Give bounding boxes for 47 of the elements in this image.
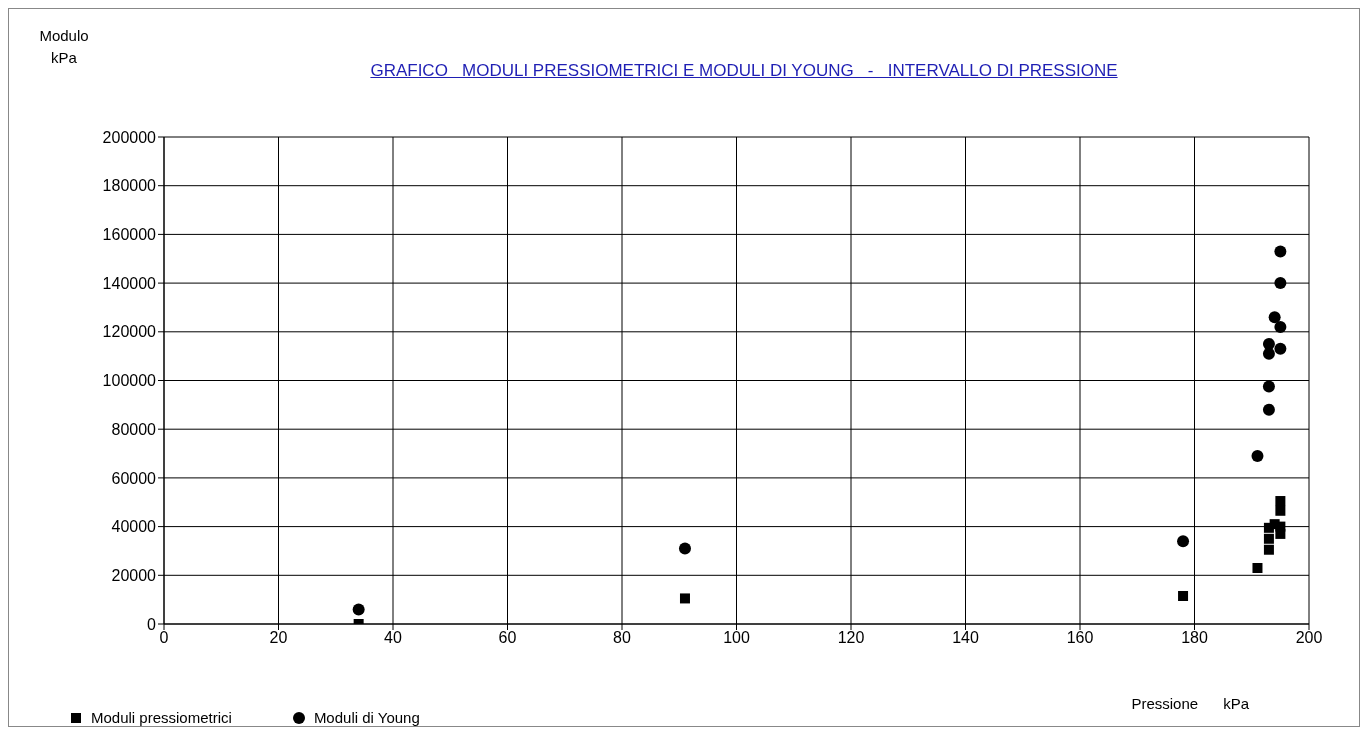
point [1274,245,1287,258]
x-tick-label: 80 [613,629,631,647]
y-tick-label: 40000 [111,518,157,536]
y-tick-label: 60000 [111,469,157,487]
y-tick-label: 0 [147,615,157,633]
legend-label: Moduli di Young [313,709,420,726]
point [1263,533,1274,544]
y-axis-title: Modulo kPa [38,26,90,68]
x-tick-label: 140 [952,629,979,647]
y-tick-label: 180000 [102,177,157,195]
point [1177,535,1190,548]
point [1262,403,1275,416]
point [1274,342,1287,355]
point [1274,277,1287,290]
point [1275,505,1286,516]
x-tick-label: 200 [1295,629,1323,647]
x-axis-title: Pressione kPa [1131,695,1249,712]
chart-title: GRAFICO MODULI PRESSIOMETRICI E MODULI DI YOUNG - INTERVALLO DI PRESSIONE [370,61,1118,80]
y-tick-label: 140000 [102,274,157,292]
y-tick-label: 160000 [102,226,157,244]
point [1275,496,1286,507]
y-tick-label: 200000 [102,128,157,146]
y-tick-label: 20000 [111,566,157,584]
legend-label: Moduli pressiometrici [91,709,232,726]
x-tick-label: 160 [1066,629,1094,647]
point [1275,528,1286,539]
y-tick-label: 80000 [111,420,157,438]
x-tick-label: 60 [498,629,517,647]
x-tick-label: 20 [269,629,288,647]
point [678,542,691,555]
point [1178,591,1189,601]
x-tick-label: 100 [723,629,750,647]
y-tick-label: 120000 [102,323,157,341]
point [352,603,365,616]
point [1251,449,1264,462]
point [1262,337,1275,350]
point [1262,380,1275,393]
y-tick-label: 100000 [102,372,157,390]
point [1252,563,1263,573]
x-tick-label: 120 [837,629,865,647]
point [679,593,690,604]
point [1263,544,1274,555]
point [1268,311,1281,324]
x-tick-label: 180 [1181,629,1208,647]
x-tick-label: 0 [159,629,169,647]
point [1274,320,1287,333]
x-tick-label: 40 [384,629,402,647]
